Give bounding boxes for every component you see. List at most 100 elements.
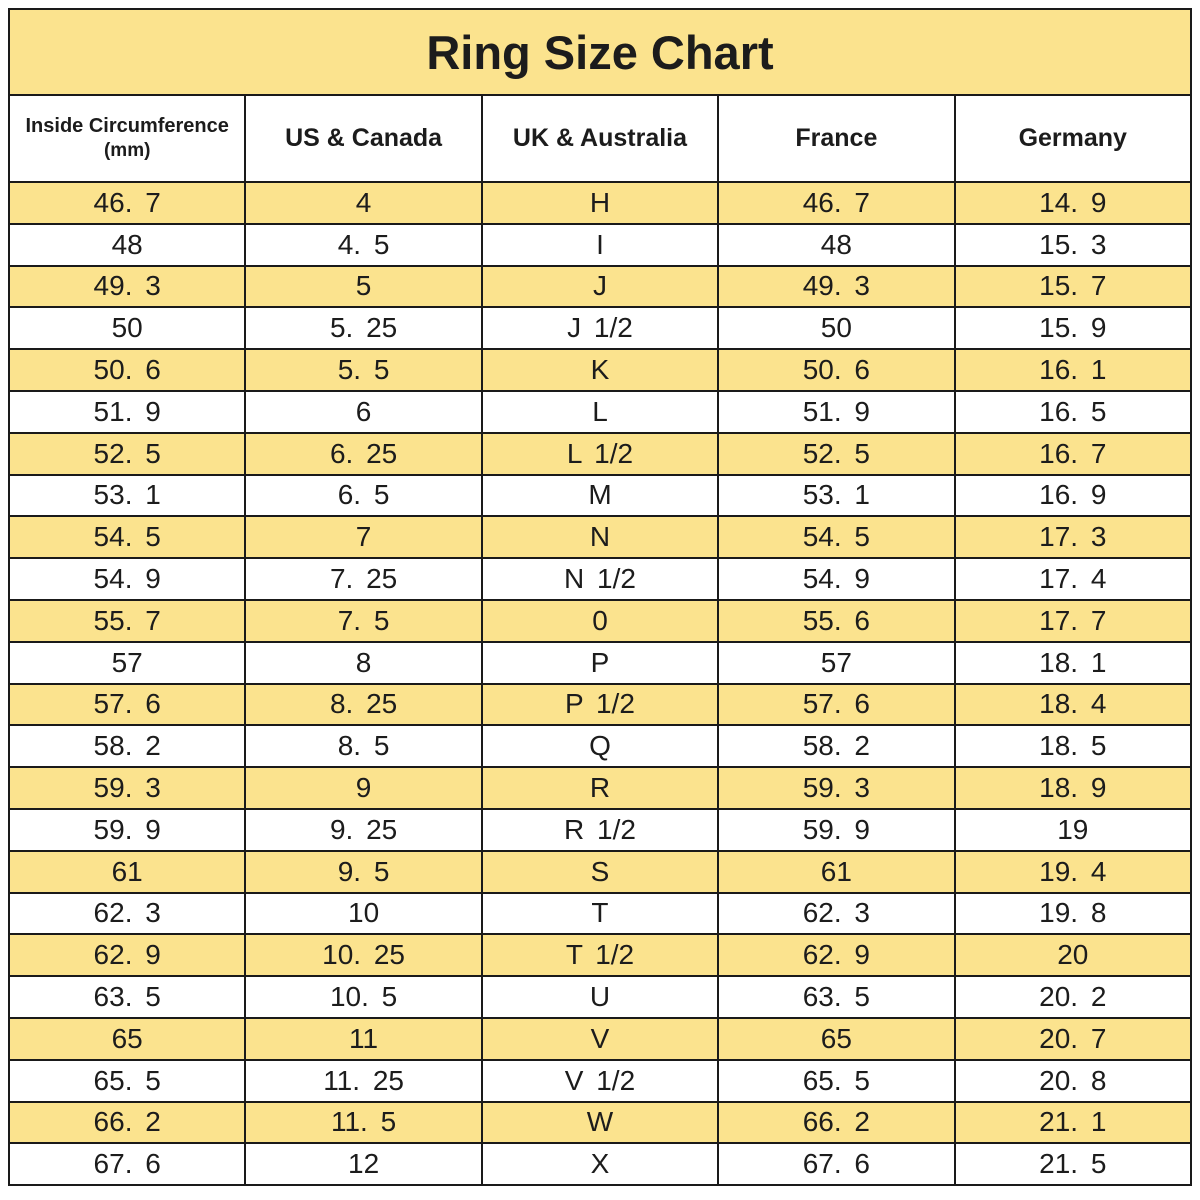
table-cell: 5. 5: [244, 348, 483, 392]
table-row: 54. 5 7 N 54. 5 17. 3: [7, 515, 1193, 560]
table-cell: 18. 5: [953, 724, 1193, 769]
table-cell: L 1/2: [480, 431, 720, 476]
table-cell: 49. 3: [7, 264, 247, 309]
page-title: Ring Size Chart: [8, 8, 1192, 96]
table-cell: 9: [244, 766, 483, 810]
table-cell: 59. 3: [7, 766, 247, 810]
table-row: 54. 9 7. 25 N 1/2 54. 9 17. 4: [7, 557, 1193, 601]
table-row: 62. 9 10. 25 T 1/2 62. 9 20: [7, 933, 1193, 978]
table-cell: X: [480, 1142, 720, 1187]
table-cell: P 1/2: [480, 682, 720, 727]
table-cell: 54. 5: [717, 515, 956, 560]
table-row: 51. 9 6 L 51. 9 16. 5: [7, 389, 1193, 434]
table-cell: N 1/2: [480, 557, 720, 601]
table-cell: 65. 5: [7, 1058, 247, 1103]
table-cell: 50: [7, 306, 247, 351]
table-cell: 55. 7: [7, 598, 247, 643]
table-cell: 57: [717, 640, 956, 685]
table-cell: 57: [7, 640, 247, 685]
table-cell: 57. 6: [717, 682, 956, 727]
table-cell: 11. 5: [244, 1100, 483, 1145]
table-cell: 7. 25: [244, 557, 483, 601]
table-cell: 58. 2: [717, 724, 956, 769]
table-row: 57 8 P 57 18. 1: [7, 640, 1193, 685]
table-row: 50. 6 5. 5 K 50. 6 16. 1: [7, 348, 1193, 392]
table-row: 59. 9 9. 25 R 1/2 59. 9 19: [7, 807, 1193, 852]
table-row: 57. 6 8. 25 P 1/2 57. 6 18. 4: [7, 682, 1193, 727]
table-row: 55. 7 7. 5 0 55. 6 17. 7: [7, 598, 1193, 643]
table-cell: 59. 9: [717, 807, 956, 852]
table-cell: 12: [244, 1142, 483, 1187]
table-cell: 49. 3: [717, 264, 956, 309]
table-cell: 16. 7: [953, 431, 1193, 476]
table-cell: 63. 5: [717, 975, 956, 1019]
table-cell: 15. 3: [953, 222, 1193, 267]
table-cell: 20. 2: [953, 975, 1193, 1019]
table-cell: 20: [953, 933, 1193, 978]
table-row: 50 5. 25 J 1/2 50 15. 9: [7, 306, 1193, 351]
table-cell: 16. 5: [953, 389, 1193, 434]
table-cell: 53. 1: [7, 473, 247, 518]
table-cell: 19: [953, 807, 1193, 852]
table-cell: 4: [244, 181, 483, 225]
table-cell: V: [480, 1016, 720, 1061]
table-cell: 63. 5: [7, 975, 247, 1019]
column-header-france: France: [717, 94, 956, 183]
table-cell: 59. 3: [717, 766, 956, 810]
table-cell: 54. 9: [7, 557, 247, 601]
table-cell: 51. 9: [717, 389, 956, 434]
table-cell: 18. 4: [953, 682, 1193, 727]
table-cell: 11. 25: [244, 1058, 483, 1103]
column-header-us-canada: US & Canada: [244, 94, 483, 183]
table-cell: R 1/2: [480, 807, 720, 852]
table-row: 46. 7 4 H 46. 7 14. 9: [7, 181, 1193, 225]
table-cell: 20. 8: [953, 1058, 1193, 1103]
table-cell: 17. 3: [953, 515, 1193, 560]
table-row: 63. 5 10. 5 U 63. 5 20. 2: [7, 975, 1193, 1019]
table-cell: 8: [244, 640, 483, 685]
table-cell: 59. 9: [7, 807, 247, 852]
table-cell: 66. 2: [717, 1100, 956, 1145]
table-row: 52. 5 6. 25 L 1/2 52. 5 16. 7: [7, 431, 1193, 476]
table-cell: 61: [717, 849, 956, 894]
column-header-germany: Germany: [953, 94, 1193, 183]
table-row: 66. 2 11. 5 W 66. 2 21. 1: [7, 1100, 1193, 1145]
ring-size-table: Ring Size Chart Inside Circumference (mm…: [7, 8, 1193, 1187]
table-cell: H: [480, 181, 720, 225]
table-cell: 61: [7, 849, 247, 894]
table-cell: 6. 5: [244, 473, 483, 518]
table-cell: 51. 9: [7, 389, 247, 434]
table-cell: 8. 25: [244, 682, 483, 727]
table-cell: 62. 9: [7, 933, 247, 978]
table-cell: 0: [480, 598, 720, 643]
table-body: 46. 7 4 H 46. 7 14. 9 48 4. 5 I 48 15. 3 49. 3 5 J 49…: [7, 181, 1193, 1187]
table-cell: J 1/2: [480, 306, 720, 351]
title-row: Ring Size Chart: [8, 8, 1192, 96]
table-row: 67. 6 12 X 67. 6 21. 5: [7, 1142, 1193, 1187]
table-cell: 54. 5: [7, 515, 247, 560]
table-cell: 6: [244, 389, 483, 434]
table-cell: 9. 5: [244, 849, 483, 894]
table-cell: J: [480, 264, 720, 309]
table-cell: 52. 5: [717, 431, 956, 476]
table-cell: 50: [717, 306, 956, 351]
table-cell: 66. 2: [7, 1100, 247, 1145]
table-cell: 17. 7: [953, 598, 1193, 643]
table-cell: 55. 6: [717, 598, 956, 643]
table-cell: 62. 9: [717, 933, 956, 978]
table-cell: I: [480, 222, 720, 267]
table-cell: Q: [480, 724, 720, 769]
table-cell: 15. 7: [953, 264, 1193, 309]
table-cell: 62. 3: [717, 891, 956, 936]
table-cell: K: [480, 348, 720, 392]
table-cell: 15. 9: [953, 306, 1193, 351]
table-cell: 17. 4: [953, 557, 1193, 601]
table-row: 49. 3 5 J 49. 3 15. 7: [7, 264, 1193, 309]
table-cell: 53. 1: [717, 473, 956, 518]
column-header-inside-circumference-label: Inside Circumference: [25, 115, 229, 138]
table-cell: 5. 25: [244, 306, 483, 351]
table-cell: 7. 5: [244, 598, 483, 643]
table-cell: 10. 25: [244, 933, 483, 978]
table-cell: S: [480, 849, 720, 894]
